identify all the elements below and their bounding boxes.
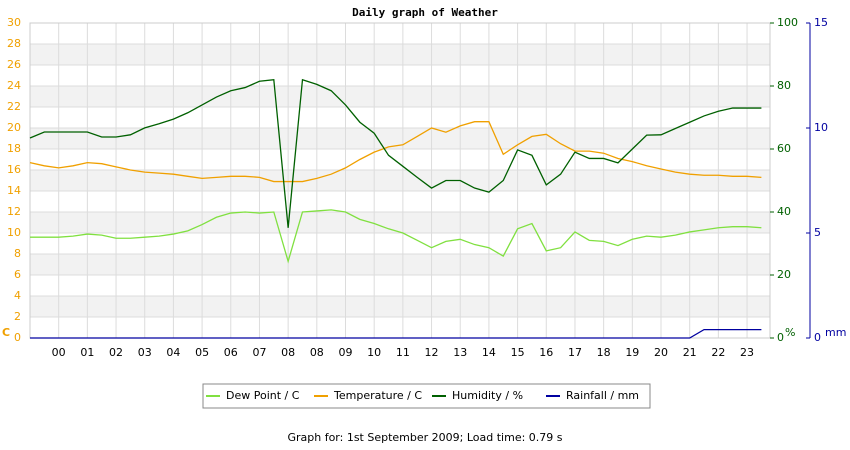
y2-unit: %	[785, 326, 795, 339]
grid-band	[30, 44, 770, 65]
grid-band	[30, 128, 770, 149]
chart-title: Daily graph of Weather	[352, 6, 498, 19]
y-tick-label: 30	[7, 16, 21, 29]
legend-label: Humidity / %	[452, 389, 523, 402]
series-line	[29, 78, 762, 228]
x-tick-label: 20	[654, 346, 668, 359]
y3-tick-label: 10	[814, 121, 828, 134]
x-tick-label: 04	[166, 346, 180, 359]
y-tick-label: 22	[7, 100, 21, 113]
x-tick-label: 21	[683, 346, 697, 359]
x-tick-label: 22	[711, 346, 725, 359]
x-tick-label: 02	[109, 346, 123, 359]
y-tick-label: 12	[7, 205, 21, 218]
footer: Graph for: 1st September 2009; Load time…	[287, 431, 562, 444]
x-tick-label: 00	[52, 346, 66, 359]
y2-tick-label: 60	[777, 142, 791, 155]
x-tick-label: 18	[597, 346, 611, 359]
y-tick-label: 16	[7, 163, 21, 176]
y-tick-label: 20	[7, 121, 21, 134]
x-tick-label: 05	[195, 346, 209, 359]
x-tick-label: 12	[425, 346, 439, 359]
y-tick-label: 18	[7, 142, 21, 155]
y-tick-label: 4	[14, 289, 21, 302]
series-line	[29, 121, 762, 183]
x-tick-label: 13	[453, 346, 467, 359]
y3-unit: mm	[825, 326, 846, 339]
grid-band	[30, 212, 770, 233]
y3-tick-label: 15	[814, 16, 828, 29]
y-tick-label: 28	[7, 37, 21, 50]
x-tick-label: 11	[396, 346, 410, 359]
y2-tick-label: 20	[777, 268, 791, 281]
y-tick-label: 26	[7, 58, 21, 71]
x-tick-label: 09	[339, 346, 353, 359]
y-tick-label: 2	[14, 310, 21, 323]
x-tick-label: 19	[625, 346, 639, 359]
y-tick-label: 8	[14, 247, 21, 260]
x-tick-label: 10	[367, 346, 381, 359]
x-tick-label: 17	[568, 346, 582, 359]
x-tick-label: 01	[80, 346, 94, 359]
x-tick-label: 23	[740, 346, 754, 359]
series-line	[30, 209, 762, 264]
x-tick-label: 07	[252, 346, 266, 359]
y-tick-label: 10	[7, 226, 21, 239]
x-tick-label: 03	[138, 346, 152, 359]
legend-label: Rainfall / mm	[566, 389, 639, 402]
grid-band	[30, 86, 770, 107]
y2-tick-label: 80	[777, 79, 791, 92]
x-tick-label: 08	[310, 346, 324, 359]
y2-tick-label: 40	[777, 205, 791, 218]
y3-tick-label: 0	[814, 331, 821, 344]
legend-label: Temperature / C	[333, 389, 422, 402]
x-tick-label: 06	[224, 346, 238, 359]
grid-band	[30, 170, 770, 191]
x-tick-label: 15	[511, 346, 525, 359]
legend-label: Dew Point / C	[226, 389, 300, 402]
legend-box	[202, 383, 651, 409]
y-unit: C	[2, 326, 10, 339]
x-tick-label: 14	[482, 346, 496, 359]
x-tick-label: 16	[539, 346, 553, 359]
y-tick-label: 14	[7, 184, 21, 197]
y3-tick-label: 5	[814, 226, 821, 239]
series-line	[30, 328, 762, 339]
y-tick-label: 0	[14, 331, 21, 344]
y-tick-label: 24	[7, 79, 21, 92]
y-tick-label: 6	[14, 268, 21, 281]
y2-tick-label: 100	[777, 16, 798, 29]
x-tick-label: 08	[281, 346, 295, 359]
grid-band	[30, 296, 770, 317]
grid-band	[30, 254, 770, 275]
y2-tick-label: 0	[777, 331, 784, 344]
